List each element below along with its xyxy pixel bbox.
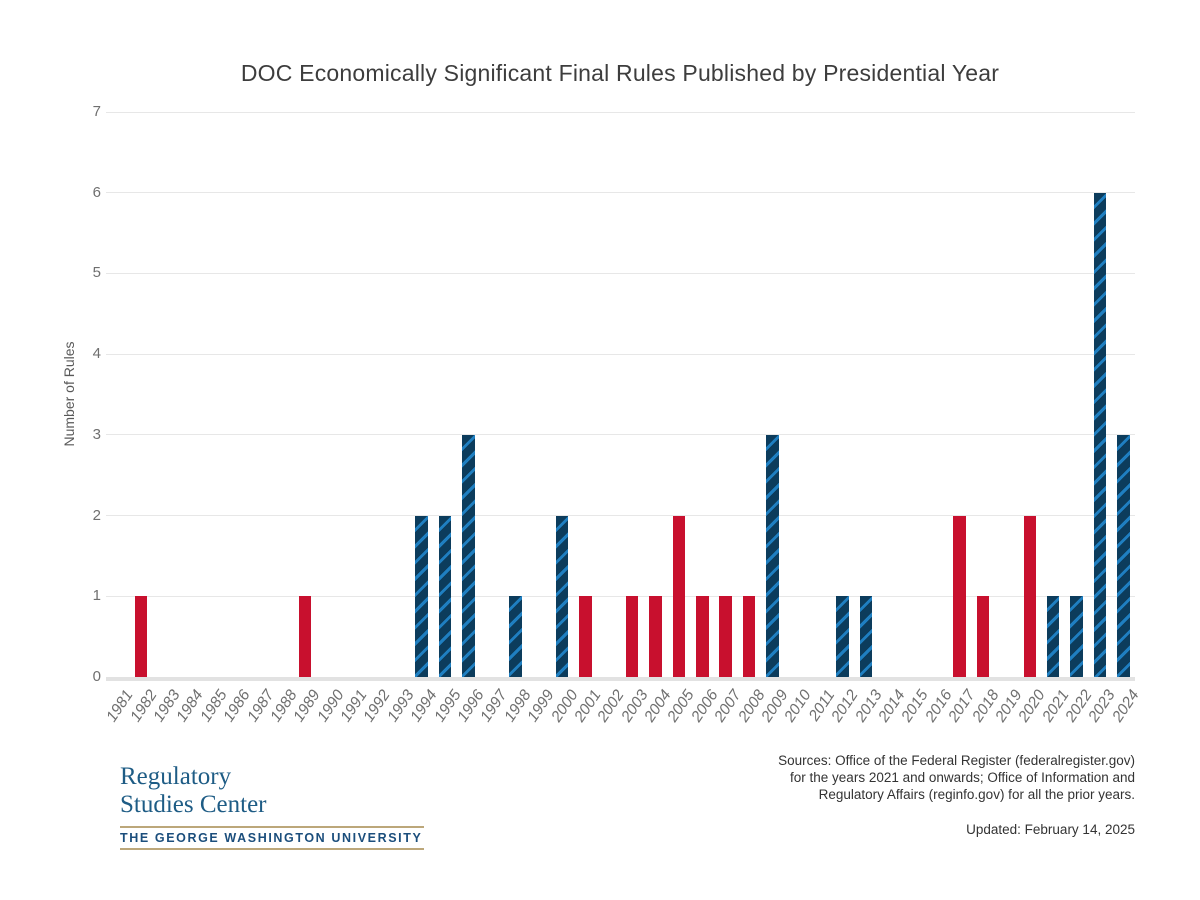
bar-2023	[1093, 192, 1107, 677]
bar-1994	[415, 515, 428, 677]
bar-2003	[625, 596, 639, 677]
bar-2008	[742, 596, 756, 677]
bar-2009	[766, 434, 779, 677]
bar-2020	[1023, 515, 1036, 677]
y-tick-label-7: 7	[92, 103, 101, 120]
gridline-y-3	[106, 434, 1135, 436]
bar-2006	[696, 596, 709, 677]
gridline-y-2	[106, 515, 1135, 517]
gridline-y-0	[106, 677, 1135, 681]
logo-line-1: Regulatory	[120, 763, 232, 790]
y-tick-label-4: 4	[92, 345, 101, 363]
bar-1995	[438, 515, 452, 677]
bar-2022	[1070, 596, 1083, 677]
regulatory-studies-center-logo: Regulatory Studies Center THE GEORGE WAS…	[120, 763, 425, 850]
bar-2000	[555, 515, 569, 677]
gridline-y-6	[106, 192, 1135, 194]
bar-1996	[462, 434, 475, 677]
y-tick-label-5: 5	[92, 264, 101, 282]
bar-2013	[859, 596, 873, 677]
logo-university-wordmark: THE GEORGE WASHINGTON UNIVERSITY	[120, 826, 425, 850]
gridline-y-1	[106, 595, 1135, 597]
bar-2024	[1117, 434, 1130, 677]
gridline-y-5	[106, 272, 1135, 274]
bar-2018	[976, 596, 990, 677]
bar-2017	[953, 515, 966, 677]
chart-title: DOC Economically Significant Final Rules…	[240, 60, 1000, 86]
y-tick-label-0: 0	[92, 668, 101, 685]
gridline-y-7	[106, 111, 1135, 113]
bar-2005	[672, 515, 686, 677]
sources-note: Sources: Office of the Federal Register …	[575, 752, 1135, 803]
sources-line: for the years 2021 and onwards; Office o…	[790, 770, 1135, 785]
y-tick-label-1: 1	[92, 587, 101, 605]
updated-date: Updated: February 14, 2025	[966, 822, 1135, 837]
bar-2012	[836, 596, 849, 677]
bar-2001	[579, 596, 592, 677]
bar-1989	[298, 596, 312, 677]
sources-line: Regulatory Affairs (reginfo.gov) for all…	[818, 787, 1135, 802]
bar-1998	[509, 596, 522, 677]
bar-2004	[649, 596, 662, 677]
bar-1982	[134, 596, 148, 677]
logo-line-2: Studies Center	[120, 791, 267, 818]
sources-line: Sources: Office of the Federal Register …	[778, 753, 1135, 768]
bar-2007	[719, 596, 732, 677]
y-tick-label-3: 3	[92, 425, 101, 443]
y-tick-label-2: 2	[92, 506, 101, 524]
gridline-y-4	[106, 353, 1135, 355]
y-tick-label-6: 6	[92, 183, 101, 201]
bar-2021	[1046, 596, 1060, 677]
